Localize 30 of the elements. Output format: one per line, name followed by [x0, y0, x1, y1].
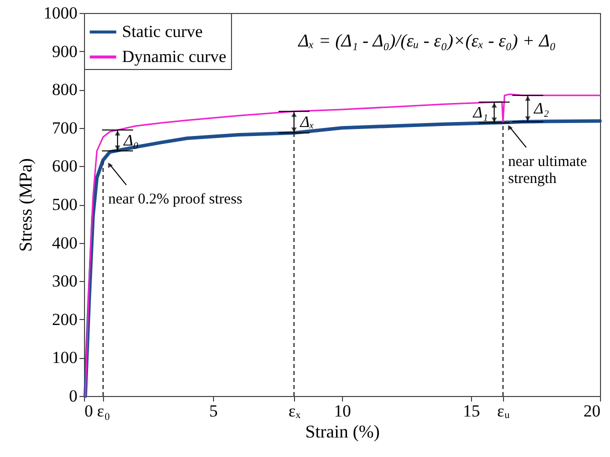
x-axis-title: Strain (%) [305, 422, 380, 442]
y-tick-label: 1000 [44, 4, 78, 22]
y-tick-label: 500 [52, 195, 78, 214]
annotation: Δₓ [299, 114, 314, 132]
annotation: Δ₁ [472, 104, 488, 122]
y-tick-label: 0 [69, 386, 78, 406]
annotation: near 0.2% proof stress [108, 191, 243, 208]
y-tick-label: 200 [52, 310, 78, 329]
x-tick-label: εₓ [288, 402, 301, 420]
annotation: Δ₀ [122, 132, 139, 150]
x-tick-label: 15 [463, 402, 480, 420]
x-tick-label: εᵤ [497, 402, 510, 420]
y-tick-label: 300 [52, 272, 78, 291]
y-tick-label: 400 [52, 233, 78, 252]
x-tick-label: 5 [209, 402, 218, 420]
y-tick-label: 900 [52, 42, 78, 61]
annotation: Δₓ = (Δ₁ - Δ₀)/(εᵤ - ε₀)×(εₓ - ε₀) + Δ₀ [297, 30, 556, 51]
x-tick-label: 10 [334, 402, 351, 420]
legend-label: Dynamic curve [122, 47, 226, 66]
y-axis-title: Stress (MPa) [16, 158, 36, 252]
x-tick-label: 0 [84, 402, 93, 420]
legend-label: Static curve [122, 22, 203, 41]
x-tick-label: ε₀ [97, 402, 110, 420]
y-tick-label: 700 [52, 118, 78, 138]
y-tick-label: 800 [52, 80, 78, 100]
annotation: Δ₂ [532, 100, 550, 118]
annotation: near ultimate strength [508, 154, 588, 187]
y-tick-label: 100 [52, 348, 78, 368]
y-tick-label: 600 [52, 156, 78, 176]
x-tick-label: 20 [584, 402, 600, 420]
